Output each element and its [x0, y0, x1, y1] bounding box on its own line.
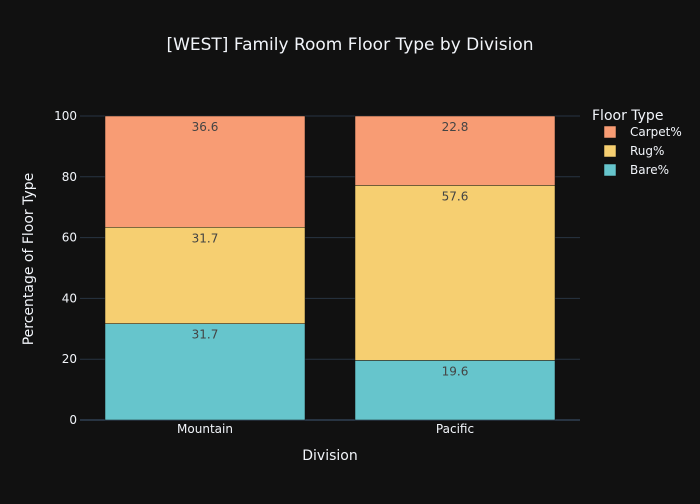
legend-swatch[interactable]: [603, 144, 617, 158]
data-label: 57.6: [442, 189, 469, 203]
bar-segment[interactable]: [354, 360, 556, 421]
data-label: 19.6: [442, 364, 469, 378]
bar-segment[interactable]: [104, 323, 306, 421]
bar-segment[interactable]: [354, 115, 556, 186]
legend-swatch[interactable]: [603, 163, 617, 177]
data-label: 36.6: [192, 120, 219, 134]
bar-segment[interactable]: [104, 227, 306, 324]
legend-item-label[interactable]: Rug%: [630, 144, 664, 158]
y-tick-label: 100: [54, 109, 77, 123]
y-tick-label: 80: [62, 170, 77, 184]
legend-title: Floor Type: [592, 108, 663, 124]
bar-segment[interactable]: [354, 185, 556, 361]
y-tick-label: 60: [62, 231, 77, 245]
legend: Floor Type Carpet% Rug% Bare%: [592, 108, 682, 177]
chart-title: [WEST] Family Room Floor Type by Divisio…: [166, 35, 533, 55]
x-tick-label: Pacific: [436, 422, 474, 436]
bar-segment[interactable]: [104, 115, 306, 228]
x-tick-label: Mountain: [177, 422, 233, 436]
y-tick-label: 20: [62, 352, 77, 366]
data-labels: 31.7 31.7 36.6 19.6 57.6 22.8: [192, 120, 469, 378]
y-tick-label: 0: [69, 413, 77, 427]
y-tick-label: 40: [62, 291, 77, 305]
data-label: 31.7: [192, 231, 219, 245]
data-label: 22.8: [442, 120, 469, 134]
x-axis-label: Division: [302, 448, 357, 464]
x-axis-ticks: Mountain Pacific: [177, 422, 474, 436]
legend-swatch[interactable]: [603, 125, 617, 139]
y-axis-label: Percentage of Floor Type: [21, 173, 37, 346]
legend-item-label[interactable]: Carpet%: [630, 125, 682, 139]
data-label: 31.7: [192, 328, 219, 342]
bars: [104, 115, 556, 421]
y-axis-ticks: 0 20 40 60 80 100: [54, 109, 77, 427]
legend-item-label[interactable]: Bare%: [630, 163, 669, 177]
